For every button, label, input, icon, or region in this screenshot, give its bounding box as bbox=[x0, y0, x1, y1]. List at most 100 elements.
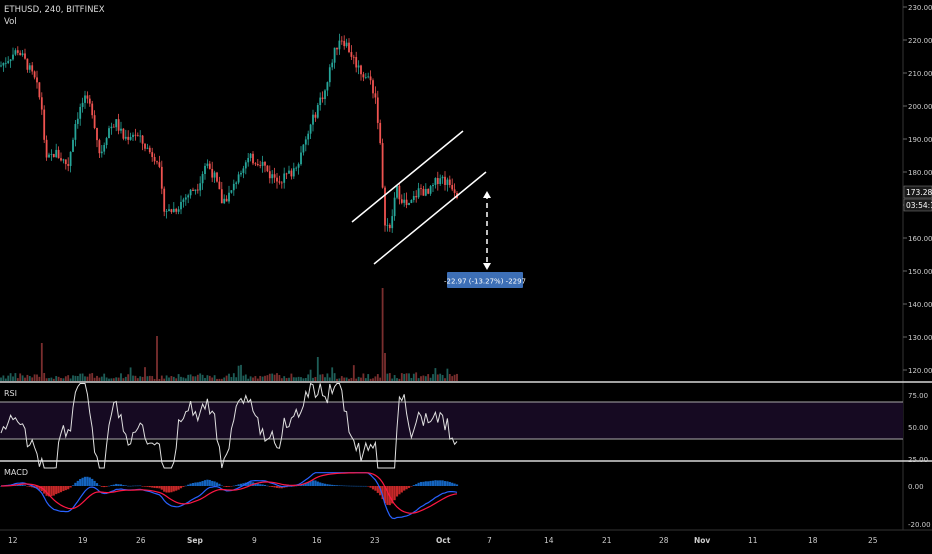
candle-body bbox=[295, 167, 298, 169]
macd-histogram-bar bbox=[266, 485, 269, 487]
measure-arrow-up-icon bbox=[483, 191, 491, 198]
macd-histogram-bar bbox=[26, 486, 29, 487]
macd-histogram-bar bbox=[170, 486, 173, 493]
macd-histogram-bar bbox=[163, 486, 166, 492]
volume-bar bbox=[384, 353, 386, 381]
macd-histogram-bar bbox=[261, 484, 264, 486]
candle-body bbox=[201, 174, 204, 184]
candle-body bbox=[360, 65, 362, 75]
volume-bar bbox=[237, 365, 240, 381]
volume-bar bbox=[350, 377, 353, 381]
time-tick-label: 23 bbox=[370, 536, 380, 545]
volume-bar bbox=[100, 376, 103, 381]
candle-body bbox=[79, 106, 82, 119]
volume-bar bbox=[276, 373, 278, 381]
macd-histogram-bar bbox=[347, 485, 351, 487]
time-tick-label: 28 bbox=[659, 536, 669, 545]
macd-histogram bbox=[0, 476, 459, 506]
volume-bar bbox=[105, 377, 108, 381]
candle-body bbox=[45, 139, 48, 158]
macd-histogram-bar bbox=[323, 483, 327, 486]
candle-body bbox=[148, 147, 151, 153]
volume-bar bbox=[24, 377, 26, 381]
macd-histogram-bar bbox=[319, 482, 322, 486]
macd-histogram-bar bbox=[453, 483, 456, 486]
candle-body bbox=[4, 62, 7, 64]
volume-bar bbox=[163, 378, 166, 381]
candle-body bbox=[7, 61, 10, 63]
volume-bar bbox=[259, 375, 262, 381]
candle-body bbox=[168, 209, 170, 212]
volume-bar bbox=[297, 376, 300, 381]
candle-body bbox=[112, 126, 115, 128]
time-tick-label: 7 bbox=[487, 536, 492, 545]
candle-body bbox=[96, 127, 98, 141]
candle-body bbox=[28, 65, 31, 70]
volume-bar bbox=[316, 357, 319, 381]
volume-bar bbox=[300, 377, 302, 381]
macd-histogram-bar bbox=[455, 484, 459, 486]
macd-histogram-bar bbox=[45, 486, 48, 496]
channel-upper-line[interactable] bbox=[351, 130, 464, 223]
volume-bar bbox=[374, 376, 377, 381]
volume-bar bbox=[439, 373, 442, 381]
macd-histogram-bar bbox=[131, 485, 135, 487]
volume-bar bbox=[84, 376, 86, 381]
candle-body bbox=[81, 102, 84, 107]
volume-bar bbox=[177, 374, 180, 381]
candle-body bbox=[62, 159, 65, 161]
candle-body bbox=[220, 189, 223, 204]
macd-pane[interactable]: MACD 0.00 -20.00 bbox=[0, 468, 931, 529]
volume-bar bbox=[420, 376, 422, 381]
macd-histogram-bar bbox=[355, 485, 358, 487]
candle-body bbox=[439, 178, 442, 185]
candle-body bbox=[434, 178, 437, 185]
candle-body bbox=[297, 164, 300, 168]
volume-bar bbox=[432, 374, 434, 381]
channel-lower-line[interactable] bbox=[373, 171, 487, 265]
macd-histogram-bar bbox=[410, 486, 413, 487]
macd-histogram-bar bbox=[403, 486, 406, 491]
candle-body bbox=[136, 135, 139, 137]
candle-body bbox=[436, 178, 439, 185]
candle-body bbox=[381, 143, 384, 188]
candle-body bbox=[184, 197, 187, 200]
candle-body bbox=[122, 128, 125, 139]
candle-body bbox=[376, 97, 379, 123]
candle-body bbox=[300, 152, 302, 165]
macd-histogram-bar bbox=[182, 486, 185, 487]
macd-histogram-bar bbox=[362, 485, 365, 487]
volume-bar bbox=[220, 378, 223, 381]
volume-bar bbox=[199, 373, 202, 381]
candle-body bbox=[180, 201, 182, 210]
candle-body bbox=[355, 57, 358, 68]
macd-histogram-bar bbox=[189, 483, 192, 486]
rsi-tick-label: 50.00 bbox=[908, 424, 928, 432]
candle-body bbox=[194, 189, 197, 191]
macd-tick-label: 0.00 bbox=[908, 483, 924, 491]
volume-bar bbox=[7, 375, 10, 381]
measure-tool[interactable]: -22.97 (-13.27%) -2297 bbox=[444, 191, 526, 288]
macd-histogram-bar bbox=[194, 482, 197, 486]
macd-histogram-bar bbox=[338, 485, 341, 486]
candle-body bbox=[321, 97, 324, 99]
volume-bar bbox=[336, 378, 338, 381]
ascending-channel[interactable] bbox=[351, 130, 487, 265]
time-axis[interactable]: 12 19 26 Sep 9 16 23 Oct 7 14 21 28 Nov 11 18 25 bbox=[8, 536, 878, 545]
symbol-title[interactable]: ETHUSD, 240, BITFINEX bbox=[4, 5, 105, 15]
candle-body bbox=[384, 187, 386, 226]
macd-histogram-bar bbox=[352, 485, 355, 487]
volume-bar bbox=[88, 373, 91, 381]
volume-bar bbox=[376, 374, 379, 381]
rsi-pane[interactable]: RSI 75.00 50.00 25.00 bbox=[0, 382, 928, 469]
last-price-value: 173.28 bbox=[906, 188, 932, 197]
candle-body bbox=[448, 179, 451, 186]
volume-bar bbox=[192, 376, 194, 381]
macd-histogram-bar bbox=[424, 481, 427, 486]
candle-body bbox=[336, 47, 338, 50]
macd-histogram-bar bbox=[119, 484, 123, 486]
candle-body bbox=[273, 174, 276, 178]
volume-bar bbox=[338, 378, 341, 381]
